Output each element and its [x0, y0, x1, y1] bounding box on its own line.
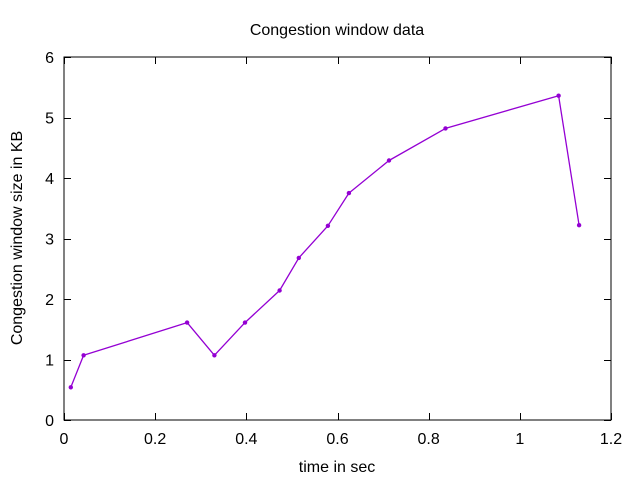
data-point [296, 255, 301, 261]
y-axis: 0 1 2 3 4 5 6 [45, 50, 611, 430]
x-tick-label: 0.2 [144, 431, 166, 448]
y-tick-label: 4 [45, 171, 54, 188]
x-axis-label: time in sec [299, 459, 375, 476]
data-point [242, 320, 248, 325]
x-tick-label: 1.2 [600, 431, 622, 448]
x-tick-label: 0.6 [326, 431, 348, 448]
series-layer [68, 93, 582, 390]
chart-title: Congestion window data [250, 22, 424, 39]
x-tick-label: 0.8 [418, 431, 440, 448]
y-tick-label: 6 [45, 50, 54, 67]
data-point [212, 353, 217, 358]
data-point [81, 353, 86, 358]
y-tick-label: 0 [45, 413, 54, 430]
x-tick-label: 0 [60, 431, 69, 448]
x-axis: 0 0.2 0.4 0.6 0.8 1 1.2 [60, 57, 622, 448]
data-point [277, 288, 282, 293]
y-tick-label: 1 [45, 353, 54, 370]
data-point [443, 126, 448, 131]
plot-border [63, 56, 612, 421]
y-tick-label: 2 [45, 292, 54, 309]
data-point [386, 158, 392, 163]
y-axis-label: Congestion window size in KB [9, 131, 26, 345]
data-point [68, 385, 74, 390]
plot-area [63, 56, 612, 421]
x-tick-label: 1 [515, 431, 524, 448]
data-point [184, 320, 190, 325]
y-tick-label: 5 [45, 111, 54, 128]
y-tick-label: 3 [45, 232, 54, 249]
data-point [325, 223, 331, 228]
data-point [346, 190, 352, 196]
data-point [556, 93, 561, 98]
x-tick-label: 0.4 [235, 431, 257, 448]
series-line [70, 95, 580, 388]
data-point [576, 223, 582, 228]
